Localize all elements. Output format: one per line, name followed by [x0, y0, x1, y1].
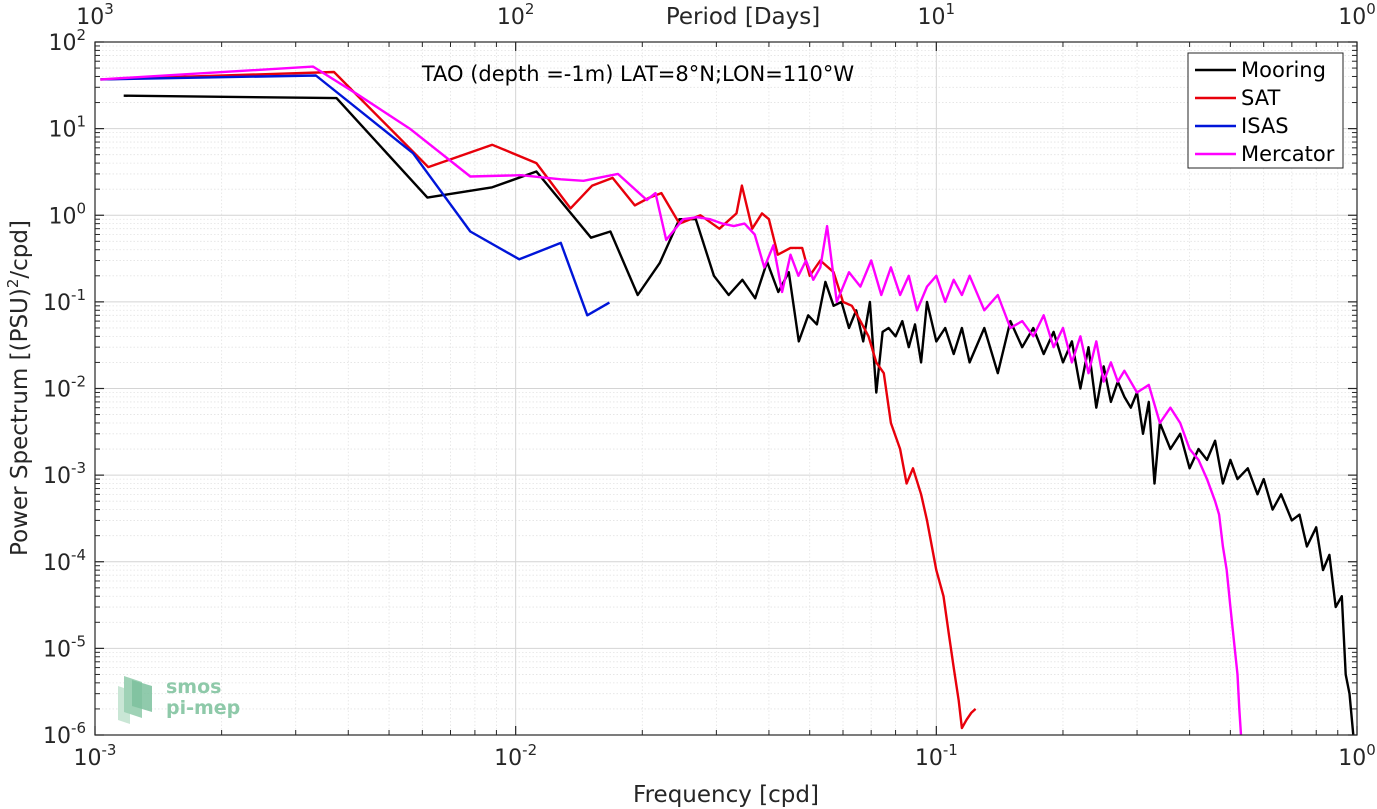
x-tick-label: 10-1 — [915, 741, 958, 771]
y-axis-label-sup: 2 — [4, 279, 22, 289]
series-line-mooring — [123, 94, 1355, 736]
legend-label-isas: ISAS — [1241, 114, 1289, 138]
y-tick-label-base: 10 — [43, 551, 71, 576]
y-axis-label-main: Power Spectrum [(PSU) — [7, 288, 33, 556]
top-tick-label: 103 — [76, 0, 114, 30]
y-tick-label-base: 10 — [43, 637, 71, 662]
top-tick-label: 102 — [497, 0, 535, 30]
top-tick-label-exp: 1 — [946, 0, 956, 18]
top-tick-label-exp: 0 — [1366, 0, 1376, 18]
legend-label-mercator: Mercator — [1241, 142, 1335, 166]
y-tick-label-exp: -6 — [71, 719, 86, 737]
top-tick-labels: 103 102 101 100 — [76, 0, 1376, 30]
y-tick-label: 101 — [48, 113, 86, 143]
top-tick-label-base: 10 — [497, 5, 525, 30]
smos-logo-text: smos — [166, 676, 221, 698]
y-tick-label-base: 10 — [43, 464, 71, 489]
y-tick-label-exp: 1 — [76, 113, 86, 131]
x-tick-label-base: 10 — [915, 746, 943, 771]
x-tick-label-base: 10 — [74, 746, 102, 771]
series-line-sat — [100, 70, 977, 730]
y-tick-label: 10-2 — [43, 373, 86, 403]
top-tick-label-base: 10 — [76, 5, 104, 30]
legend: Mooring SAT ISAS Mercator — [1187, 52, 1344, 169]
y-tick-label-exp: -3 — [71, 459, 86, 477]
top-tick-label-exp: 2 — [525, 0, 535, 18]
x-tick-label-exp: 0 — [1366, 741, 1376, 759]
chart-title: TAO (depth =-1m) LAT=8°N;LON=110°W — [421, 62, 855, 86]
y-tick-label: 10-6 — [43, 719, 86, 749]
top-tick-label-base: 10 — [1338, 5, 1366, 30]
x-tick-label-exp: -3 — [102, 741, 117, 759]
top-tick-label: 100 — [1338, 0, 1376, 30]
legend-label-sat: SAT — [1241, 86, 1280, 110]
pi-mep-logo-text: pi-mep — [166, 697, 240, 719]
y-tick-label-base: 10 — [43, 291, 71, 316]
series-line-isas — [100, 74, 610, 317]
series-line-mercator — [100, 65, 1243, 736]
tick-marks — [94, 41, 1358, 736]
x-axis-label: Frequency [cpd] — [633, 782, 819, 808]
y-tick-label: 10-1 — [43, 286, 86, 316]
top-tick-label-base: 10 — [918, 5, 946, 30]
y-tick-label-base: 10 — [48, 31, 76, 56]
x-tick-label: 10-3 — [74, 741, 117, 771]
x-tick-labels: 10-3 10-2 10-1 100 — [74, 741, 1376, 771]
y-axis-label-tail: /cpd] — [7, 220, 33, 279]
y-tick-label-base: 10 — [43, 724, 71, 749]
x-tick-label-exp: -2 — [522, 741, 537, 759]
smos-logo-mark-3 — [132, 680, 152, 712]
y-tick-label: 10-5 — [43, 632, 86, 662]
x-tick-label: 100 — [1338, 741, 1376, 771]
x-tick-label-base: 10 — [494, 746, 522, 771]
y-tick-label-exp: -2 — [71, 373, 86, 391]
y-tick-label-exp: -5 — [71, 632, 86, 650]
y-tick-label-base: 10 — [48, 118, 76, 143]
major-grid — [94, 41, 1358, 736]
top-tick-label-exp: 3 — [104, 0, 114, 18]
x-tick-label: 10-2 — [494, 741, 537, 771]
legend-label-mooring: Mooring — [1241, 58, 1326, 82]
x-tick-label-base: 10 — [1338, 746, 1366, 771]
x-tick-label-exp: -1 — [943, 741, 958, 759]
y-tick-label: 10-4 — [43, 546, 86, 576]
y-tick-label-exp: 2 — [76, 26, 86, 44]
y-tick-label-exp: -4 — [71, 546, 86, 564]
y-tick-label: 10-3 — [43, 459, 86, 489]
y-tick-label-exp: -1 — [71, 286, 86, 304]
y-tick-label: 102 — [48, 26, 86, 56]
series-lines — [100, 65, 1355, 736]
y-axis-label: Power Spectrum [(PSU)2/cpd] — [4, 220, 33, 556]
legend-box — [1187, 52, 1344, 169]
y-tick-label-base: 10 — [43, 378, 71, 403]
y-tick-label-exp: 0 — [76, 199, 86, 217]
y-tick-label: 100 — [48, 199, 86, 229]
top-tick-label: 101 — [918, 0, 956, 30]
y-tick-label-base: 10 — [48, 204, 76, 229]
top-axis-label: Period [Days] — [666, 4, 820, 30]
smos-logo: smos pi-mep — [118, 676, 240, 724]
